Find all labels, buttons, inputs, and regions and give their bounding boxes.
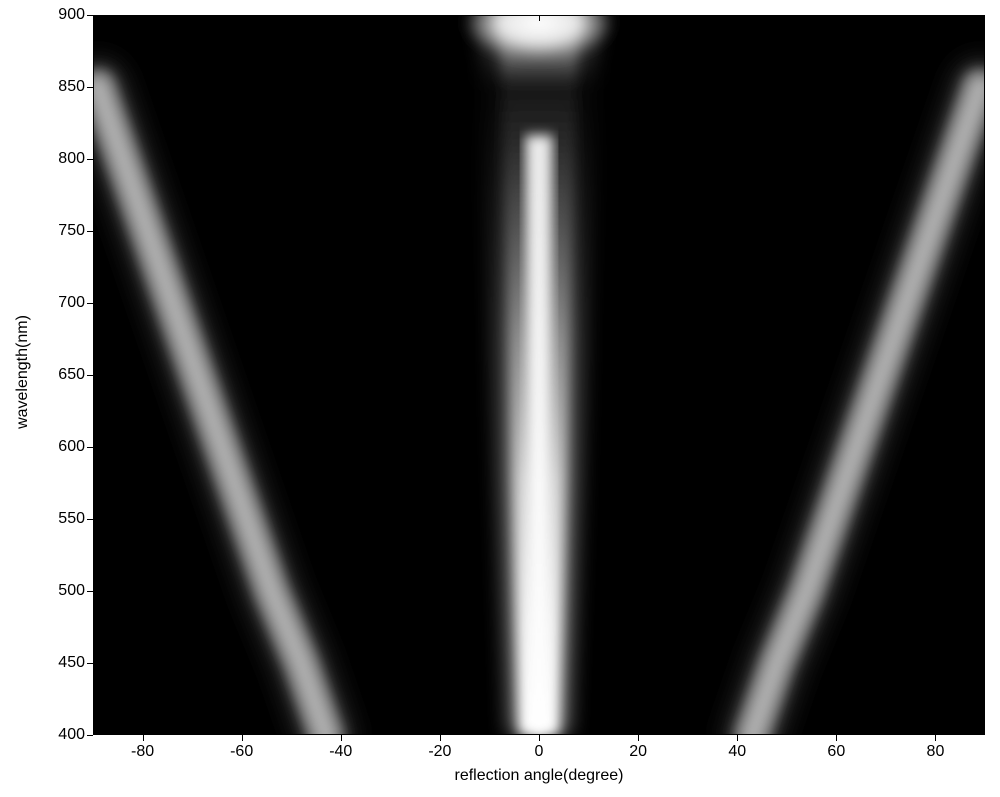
x-axis-label: reflection angle(degree) — [419, 767, 659, 785]
y-tick-mark — [87, 231, 93, 232]
x-tick-mark — [935, 735, 936, 741]
y-tick-label: 500 — [58, 582, 85, 600]
x-tick-label: 80 — [927, 743, 945, 761]
x-tick-mark — [737, 735, 738, 741]
x-tick-mark — [242, 735, 243, 741]
x-tick-mark — [836, 735, 837, 741]
x-tick-mark — [539, 735, 540, 741]
y-tick-label: 750 — [58, 222, 85, 240]
y-tick-label: 800 — [58, 150, 85, 168]
y-tick-mark — [87, 159, 93, 160]
y-tick-label: 550 — [58, 510, 85, 528]
x-tick-label: 40 — [728, 743, 746, 761]
x-tick-mark — [143, 735, 144, 741]
x-tick-label: 0 — [535, 743, 544, 761]
y-tick-mark — [87, 663, 93, 664]
x-tick-mark — [440, 735, 441, 741]
y-tick-mark — [87, 591, 93, 592]
x-tick-label: -20 — [428, 743, 451, 761]
y-tick-mark — [87, 735, 93, 736]
x-tick-mark — [638, 735, 639, 741]
y-axis-label: wavelength(nm) — [14, 292, 32, 452]
y-tick-label: 650 — [58, 366, 85, 384]
y-tick-label: 600 — [58, 438, 85, 456]
y-tick-mark — [87, 519, 93, 520]
y-tick-mark — [87, 15, 93, 16]
plot-overlay — [0, 0, 1000, 797]
x-tick-label: -40 — [329, 743, 352, 761]
y-tick-label: 400 — [58, 726, 85, 744]
y-tick-label: 450 — [58, 654, 85, 672]
y-tick-label: 900 — [58, 6, 85, 24]
figure: reflection angle(degree) wavelength(nm) … — [0, 0, 1000, 797]
y-tick-label: 700 — [58, 294, 85, 312]
x-tick-label: 60 — [827, 743, 845, 761]
y-tick-label: 850 — [58, 78, 85, 96]
x-tick-label: -80 — [131, 743, 154, 761]
y-tick-mark — [87, 447, 93, 448]
x-tick-label: 20 — [629, 743, 647, 761]
y-tick-mark — [87, 303, 93, 304]
x-tick-mark — [341, 735, 342, 741]
y-tick-mark — [87, 375, 93, 376]
x-tick-label: -60 — [230, 743, 253, 761]
y-tick-mark — [87, 87, 93, 88]
